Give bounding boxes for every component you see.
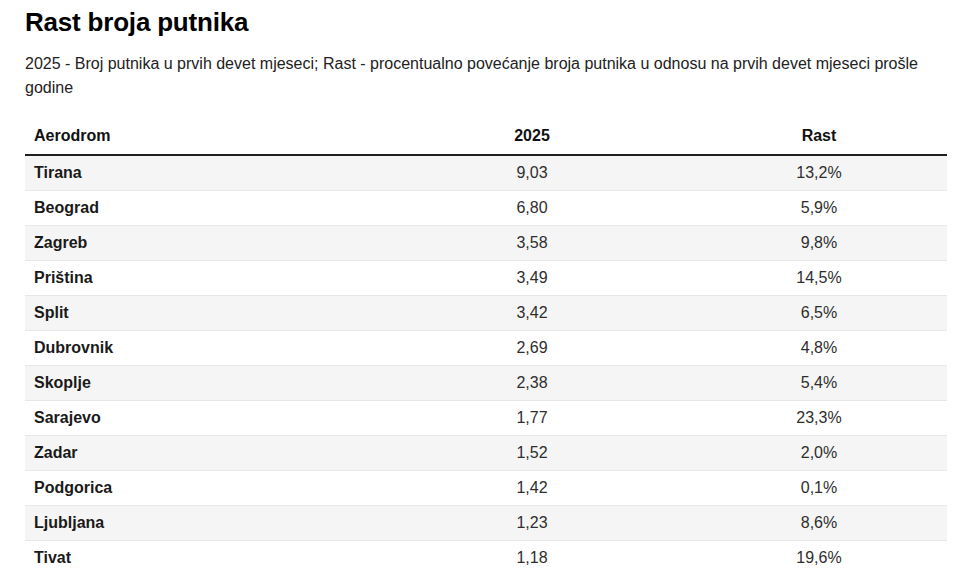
table-row: Tirana 9,03 13,2%	[25, 155, 947, 191]
table-row: Tivat 1,18 19,6%	[25, 541, 947, 576]
growth-cell: 5,4%	[691, 366, 947, 401]
passengers-2025-cell: 1,42	[373, 471, 691, 506]
table-row: Zagreb 3,58 9,8%	[25, 226, 947, 261]
table-row: Priština 3,49 14,5%	[25, 261, 947, 296]
page-title: Rast broja putnika	[25, 6, 948, 38]
passengers-2025-cell: 1,52	[373, 436, 691, 471]
column-header-aerodrom: Aerodrom	[25, 118, 373, 155]
table-row: Split 3,42 6,5%	[25, 296, 947, 331]
table-row: Dubrovnik 2,69 4,8%	[25, 331, 947, 366]
growth-cell: 23,3%	[691, 401, 947, 436]
page-subtitle: 2025 - Broj putnika u prvih devet mjesec…	[25, 52, 948, 100]
growth-cell: 6,5%	[691, 296, 947, 331]
table-body: Tirana 9,03 13,2% Beograd 6,80 5,9% Zagr…	[25, 155, 947, 575]
passengers-2025-cell: 1,18	[373, 541, 691, 576]
column-header-rast: Rast	[691, 118, 947, 155]
passengers-2025-cell: 1,23	[373, 506, 691, 541]
passengers-2025-cell: 1,77	[373, 401, 691, 436]
table-row: Podgorica 1,42 0,1%	[25, 471, 947, 506]
airport-name-cell: Sarajevo	[25, 401, 373, 436]
growth-cell: 5,9%	[691, 191, 947, 226]
airport-name-cell: Split	[25, 296, 373, 331]
table-header: Aerodrom 2025 Rast	[25, 118, 947, 155]
airport-name-cell: Ljubljana	[25, 506, 373, 541]
passengers-2025-cell: 6,80	[373, 191, 691, 226]
table-row: Beograd 6,80 5,9%	[25, 191, 947, 226]
passengers-2025-cell: 3,42	[373, 296, 691, 331]
passengers-2025-cell: 2,69	[373, 331, 691, 366]
table-row: Sarajevo 1,77 23,3%	[25, 401, 947, 436]
table-row: Ljubljana 1,23 8,6%	[25, 506, 947, 541]
growth-cell: 9,8%	[691, 226, 947, 261]
growth-cell: 8,6%	[691, 506, 947, 541]
growth-cell: 4,8%	[691, 331, 947, 366]
airport-name-cell: Podgorica	[25, 471, 373, 506]
airport-name-cell: Zagreb	[25, 226, 373, 261]
page: Rast broja putnika 2025 - Broj putnika u…	[0, 0, 970, 575]
passenger-growth-table: Aerodrom 2025 Rast Tirana 9,03 13,2% Beo…	[25, 118, 947, 575]
airport-name-cell: Beograd	[25, 191, 373, 226]
growth-cell: 0,1%	[691, 471, 947, 506]
airport-name-cell: Priština	[25, 261, 373, 296]
growth-cell: 2,0%	[691, 436, 947, 471]
passengers-2025-cell: 2,38	[373, 366, 691, 401]
table-row: Zadar 1,52 2,0%	[25, 436, 947, 471]
airport-name-cell: Zadar	[25, 436, 373, 471]
growth-cell: 19,6%	[691, 541, 947, 576]
passengers-2025-cell: 9,03	[373, 155, 691, 191]
column-header-2025: 2025	[373, 118, 691, 155]
growth-cell: 13,2%	[691, 155, 947, 191]
passengers-2025-cell: 3,58	[373, 226, 691, 261]
table-header-row: Aerodrom 2025 Rast	[25, 118, 947, 155]
airport-name-cell: Dubrovnik	[25, 331, 373, 366]
passengers-2025-cell: 3,49	[373, 261, 691, 296]
airport-name-cell: Tivat	[25, 541, 373, 576]
airport-name-cell: Skoplje	[25, 366, 373, 401]
airport-name-cell: Tirana	[25, 155, 373, 191]
growth-cell: 14,5%	[691, 261, 947, 296]
table-row: Skoplje 2,38 5,4%	[25, 366, 947, 401]
